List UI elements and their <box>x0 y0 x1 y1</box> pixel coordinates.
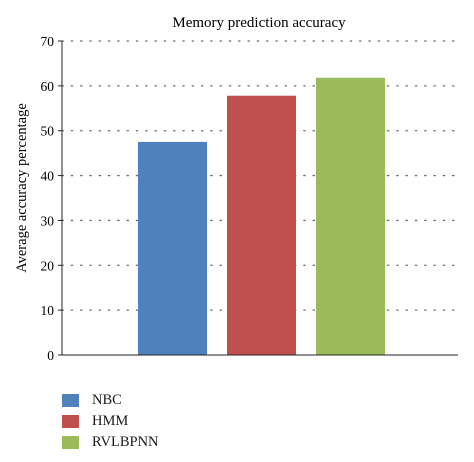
legend: NBC HMM RVLBPNN <box>62 390 159 453</box>
legend-label: NBC <box>92 392 122 408</box>
bar-nbc <box>138 141 207 355</box>
legend-item-rvlbpnn: RVLBPNN <box>62 432 159 453</box>
legend-label: HMM <box>92 413 129 429</box>
y-tick-label: 10 <box>41 303 55 318</box>
legend-swatch <box>62 436 79 449</box>
bars <box>138 77 385 356</box>
legend-label: RVLBPNN <box>92 434 159 450</box>
y-tick-label: 70 <box>41 34 55 49</box>
y-axis-ticks: 0 10 20 30 40 50 60 70 <box>41 34 62 363</box>
chart-title: Memory prediction accuracy <box>172 15 346 31</box>
legend-item-hmm: HMM <box>62 411 159 432</box>
y-axis-label: Average accuracy percentage <box>14 103 30 273</box>
y-tick-label: 60 <box>41 79 55 94</box>
bar-hmm <box>227 95 296 356</box>
y-tick-label: 40 <box>41 169 55 184</box>
y-tick-label: 0 <box>47 348 54 363</box>
y-tick-label: 50 <box>41 124 55 139</box>
legend-swatch <box>62 415 79 428</box>
legend-item-nbc: NBC <box>62 390 159 411</box>
bar-rvlbpnn <box>316 77 385 355</box>
y-tick-label: 20 <box>41 258 55 273</box>
gridlines <box>61 40 459 311</box>
y-tick-label: 30 <box>41 213 55 228</box>
legend-swatch <box>62 394 79 407</box>
